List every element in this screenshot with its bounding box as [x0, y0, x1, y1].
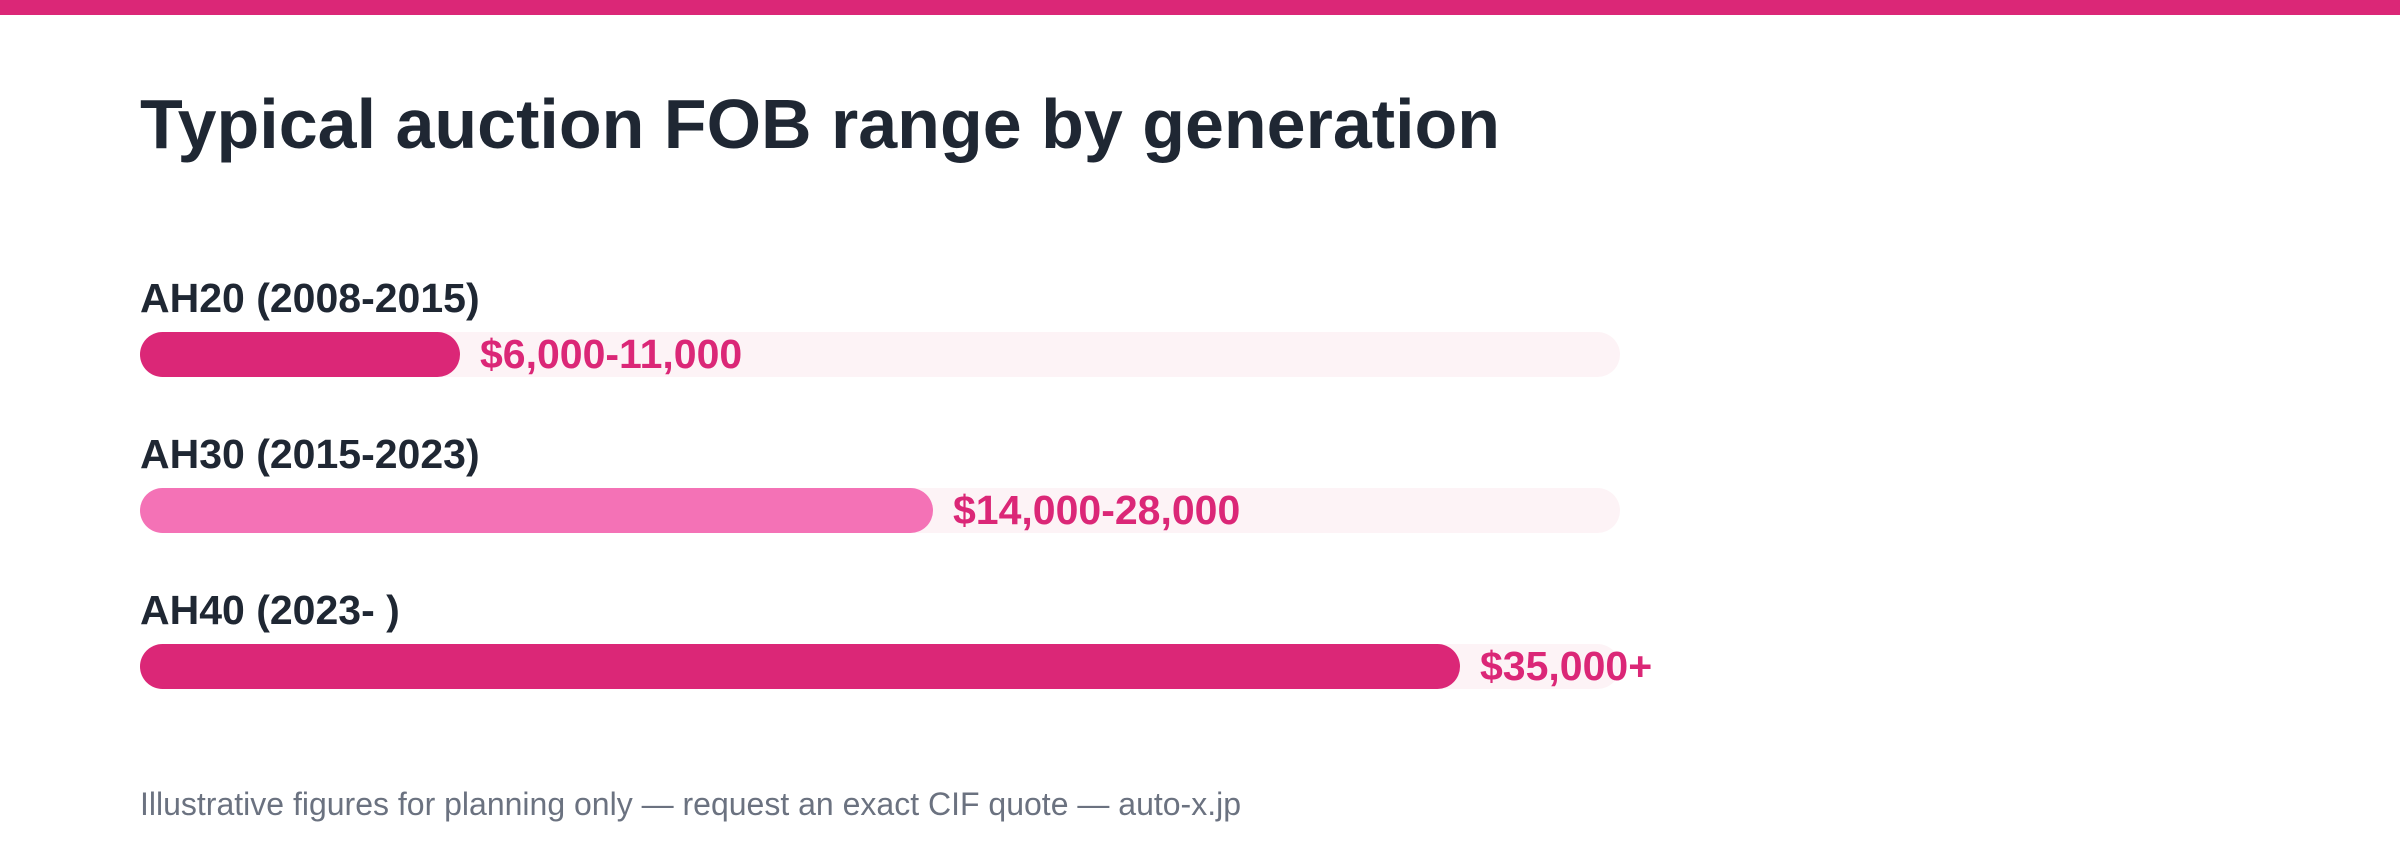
bar — [140, 332, 460, 377]
data-label: $35,000+ — [1480, 643, 1653, 689]
data-label: $6,000-11,000 — [480, 331, 743, 377]
bar — [140, 644, 1460, 689]
category-label: AH20 (2008-2015) — [140, 275, 480, 321]
data-label: $14,000-28,000 — [953, 487, 1241, 533]
category-label: AH40 (2023- ) — [140, 587, 400, 633]
footnote: Illustrative figures for planning only —… — [140, 786, 1241, 822]
top-accent-band — [0, 0, 2400, 15]
chart-title: Typical auction FOB range by generation — [140, 85, 1501, 163]
bar — [140, 488, 933, 533]
category-label: AH30 (2015-2023) — [140, 431, 480, 477]
